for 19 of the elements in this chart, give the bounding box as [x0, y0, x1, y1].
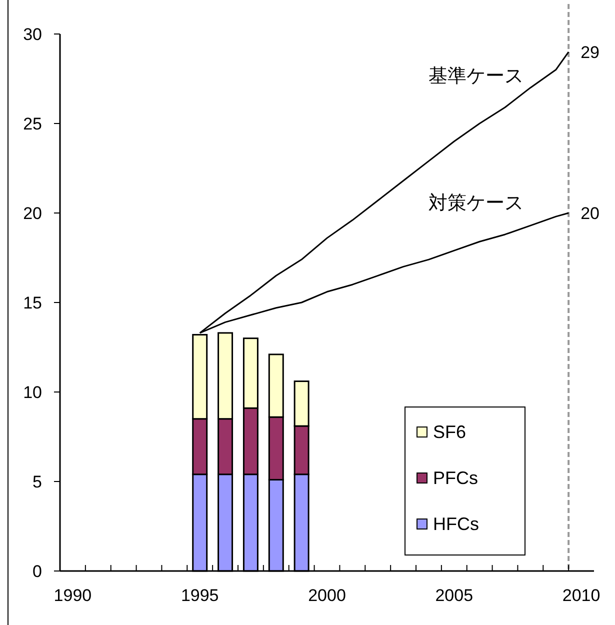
y-tick-label: 25 — [23, 114, 42, 134]
x-tick-label: 2010 — [562, 586, 600, 605]
y-tick-label: 20 — [23, 204, 42, 223]
x-tick-label: 2000 — [308, 586, 346, 605]
annotation: 20 — [580, 204, 600, 223]
series-label: 基準ケース — [428, 66, 524, 87]
annotation: 29 — [580, 42, 600, 62]
x-tick-label: 1990 — [54, 586, 92, 605]
legend-label: PFCs — [433, 468, 478, 488]
x-tick-label: 1995 — [180, 586, 219, 605]
y-tick-label: 5 — [32, 472, 42, 492]
legend-label: SF6 — [433, 422, 466, 442]
x-tick-label: 2005 — [435, 586, 474, 605]
y-tick-label: 15 — [23, 294, 42, 312]
series-label: 対策ケース — [428, 192, 524, 214]
y-tick-label: 10 — [23, 383, 42, 402]
legend-label: HFCs — [433, 514, 479, 534]
y-tick-label: 30 — [23, 25, 42, 44]
y-tick-label: 0 — [32, 562, 42, 581]
